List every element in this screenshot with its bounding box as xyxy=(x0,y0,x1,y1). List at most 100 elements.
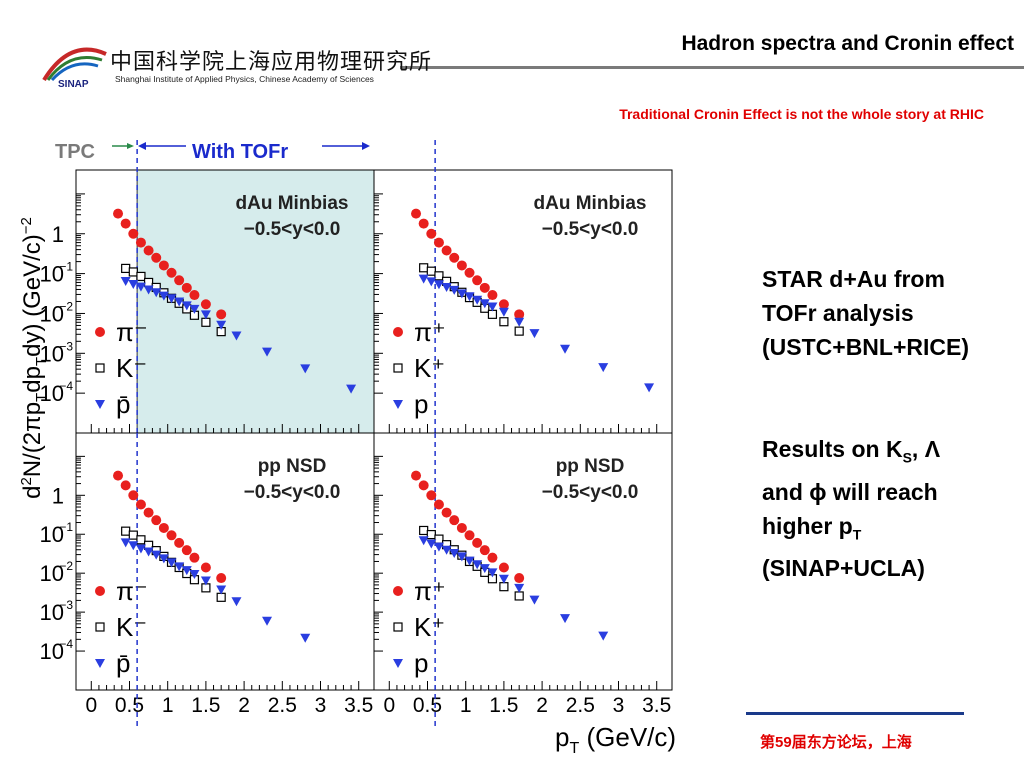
legend-marker xyxy=(393,622,403,632)
data-point xyxy=(113,470,124,481)
data-point xyxy=(487,552,498,563)
data-point xyxy=(598,631,609,641)
data-point xyxy=(560,344,571,354)
data-point xyxy=(135,544,146,554)
data-point xyxy=(174,275,185,286)
data-point xyxy=(514,591,524,601)
note-star-tofr: STAR d+Au from TOFr analysis (USTC+BNL+R… xyxy=(762,262,1022,364)
data-point xyxy=(644,383,655,393)
legend-marker xyxy=(95,659,105,668)
y-tick-label: 10 xyxy=(40,341,64,366)
tpc-arrow xyxy=(112,143,134,149)
x-tick-label: 2.5 xyxy=(268,694,297,717)
x-axis-label-main: p xyxy=(555,722,569,752)
footer-number: 59 xyxy=(775,734,792,751)
data-point xyxy=(441,545,452,555)
data-point xyxy=(181,282,192,293)
note1-line: TOFr analysis xyxy=(762,300,914,326)
legend-marker xyxy=(95,363,105,373)
y-tick-exponent: −3 xyxy=(59,339,73,353)
data-point xyxy=(151,550,162,560)
slide-subtitle: Traditional Cronin Effect is not the who… xyxy=(619,106,984,122)
data-point xyxy=(498,307,509,317)
data-point xyxy=(120,218,131,229)
data-point xyxy=(479,545,490,556)
footer-suffix: 届东方论坛，上海 xyxy=(791,733,912,751)
data-point xyxy=(418,274,429,284)
data-point xyxy=(479,282,490,293)
data-point xyxy=(472,560,483,570)
data-point xyxy=(216,585,227,595)
data-point xyxy=(174,297,185,307)
panel-rapidity: −0.5<y<0.0 xyxy=(244,219,341,240)
panel-rapidity: −0.5<y<0.0 xyxy=(542,482,639,503)
data-point xyxy=(262,616,273,626)
note1-line: STAR d+Au from xyxy=(762,266,945,292)
data-point xyxy=(419,263,429,273)
data-point xyxy=(200,576,211,586)
note2-text: (SINAP+UCLA) xyxy=(762,555,925,582)
x-axis-label-rest: (GeV/c) xyxy=(579,722,676,752)
data-point xyxy=(121,263,131,274)
legend-marker xyxy=(95,622,105,632)
data-point xyxy=(487,302,498,312)
data-point xyxy=(426,277,437,287)
data-point xyxy=(498,562,509,573)
footer-text: 第59届东方论坛，上海 xyxy=(760,731,912,752)
note2-text: and ϕ will reach xyxy=(762,478,938,505)
y-tick-exponent: −3 xyxy=(59,598,73,612)
data-point xyxy=(143,245,154,256)
legend-marker xyxy=(393,363,403,373)
data-point xyxy=(231,597,242,607)
data-point xyxy=(472,537,483,548)
svg-text:d2N/(2πpTdpTdy) (GeV/c)−2: d2N/(2πpTdpTdy) (GeV/c)−2 xyxy=(18,217,50,499)
tpc-label: TPC xyxy=(55,141,95,163)
data-point xyxy=(174,562,185,572)
data-point xyxy=(231,331,242,341)
logo-english-name: Shanghai Institute of Applied Physics, C… xyxy=(115,74,374,84)
note1-line: (USTC+BNL+RICE) xyxy=(762,334,970,360)
data-point xyxy=(514,326,524,336)
x-axis-label-sub: T xyxy=(569,740,579,757)
data-point xyxy=(189,552,200,563)
data-point xyxy=(120,538,131,548)
data-point xyxy=(529,329,540,339)
note2-sub: S xyxy=(902,449,912,466)
data-point xyxy=(487,309,498,319)
data-point xyxy=(472,275,483,286)
y-tick-exponent: −4 xyxy=(59,637,73,651)
data-point xyxy=(472,295,483,305)
x-tick-label: 3.5 xyxy=(344,694,373,717)
data-point xyxy=(426,266,436,276)
logo-abbreviation: SINAP xyxy=(58,79,89,90)
sinap-logo-icon xyxy=(42,47,107,82)
y-tick-label: 10 xyxy=(40,600,64,625)
data-point xyxy=(135,237,146,248)
note2-sub: T xyxy=(852,526,862,543)
panel-title: pp NSD xyxy=(556,456,625,477)
data-point xyxy=(449,548,460,558)
data-point xyxy=(449,252,460,263)
data-point xyxy=(216,309,227,320)
data-point xyxy=(514,583,525,593)
slide-title: Hadron spectra and Cronin effect xyxy=(681,32,1014,55)
data-point xyxy=(514,573,525,584)
data-point xyxy=(411,208,422,219)
legend-label: π⁺ xyxy=(414,576,446,606)
y-tick-exponent: −2 xyxy=(59,299,73,313)
data-point xyxy=(433,237,444,248)
legend-marker xyxy=(95,586,105,596)
data-point xyxy=(181,545,192,556)
note2-text: Results on K xyxy=(762,436,903,462)
data-point xyxy=(181,566,192,576)
data-point xyxy=(113,208,124,219)
data-point xyxy=(120,277,131,287)
data-point xyxy=(143,507,154,518)
x-tick-label: 1 xyxy=(460,694,472,717)
data-point xyxy=(135,282,146,292)
data-point xyxy=(456,552,467,562)
tof-range-arrow xyxy=(138,142,370,150)
y-tick-exponent: −1 xyxy=(59,260,73,274)
y-tick-label: 10 xyxy=(40,301,64,326)
legend-marker xyxy=(95,327,105,337)
